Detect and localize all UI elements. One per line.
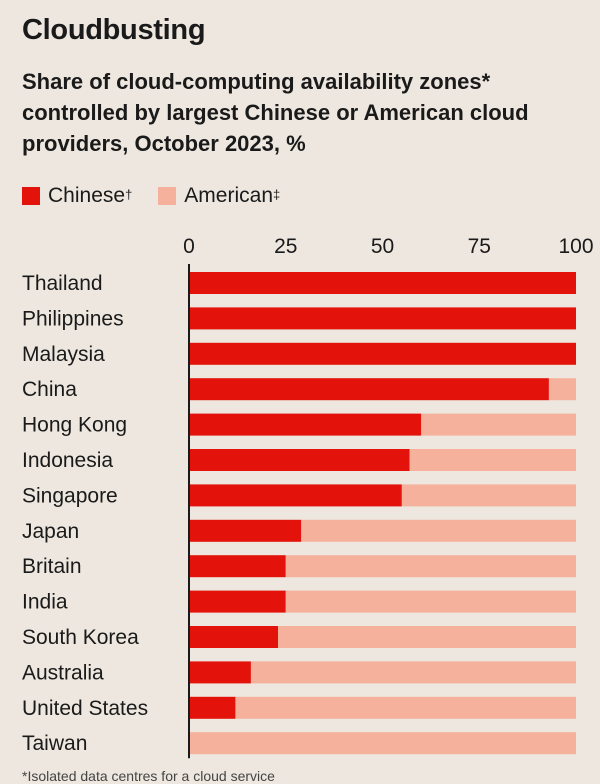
category-label-britain: Britain [22, 555, 82, 578]
bar-chinese-japan [189, 519, 302, 542]
category-label-japan: Japan [22, 520, 79, 543]
bar-chinese-australia [189, 661, 251, 684]
category-label-thailand: Thailand [22, 272, 103, 295]
legend-swatch-chinese [22, 187, 40, 205]
x-axis-ticks: 0 25 50 75 100 [183, 235, 593, 258]
chart-title: Cloudbusting [22, 14, 206, 46]
bar-american-australia [250, 661, 577, 684]
bar-chinese-singapore [189, 484, 402, 507]
bar-american-south-korea [278, 626, 576, 648]
legend-item-chinese: Chinese † [22, 184, 132, 208]
category-label-taiwan: Taiwan [22, 732, 87, 755]
category-label-philippines: Philippines [22, 307, 124, 330]
bar-chinese-china [189, 378, 549, 401]
bar-chinese-indonesia [189, 449, 410, 471]
bar-chinese-united-states [189, 696, 236, 719]
bar-american-indonesia [409, 449, 576, 471]
x-tick-label-50: 50 [371, 235, 394, 258]
x-tick-label-75: 75 [468, 235, 491, 258]
chart-subtitle: Share of cloud-computing availability zo… [22, 69, 529, 156]
bar-chinese-hong-kong [189, 413, 422, 436]
bar-chinese-malaysia [189, 342, 576, 365]
bars-layer [189, 272, 577, 755]
x-tick-label-25: 25 [274, 235, 297, 258]
bar-chinese-thailand [189, 272, 576, 294]
category-label-south-korea: South Korea [22, 626, 139, 649]
bar-chinese-india [189, 590, 286, 613]
bar-american-japan [301, 519, 576, 542]
x-tick-label-0: 0 [183, 235, 195, 258]
legend-mark-chinese: † [125, 186, 133, 202]
legend-mark-american: ‡ [273, 186, 281, 202]
bar-american-hong-kong [421, 413, 576, 436]
bar-american-britain [285, 555, 576, 578]
legend-label-chinese: Chinese [48, 184, 126, 207]
category-label-hong-kong: Hong Kong [22, 414, 127, 437]
category-label-united-states: United States [22, 697, 148, 720]
category-label-australia: Australia [22, 661, 104, 684]
legend-item-american: American ‡ [158, 184, 280, 208]
x-tick-label-100: 100 [558, 235, 593, 258]
category-label-china: China [22, 378, 77, 401]
bar-american-taiwan [189, 732, 576, 755]
bar-chinese-south-korea [189, 626, 279, 648]
bar-chinese-britain [189, 555, 286, 578]
category-label-india: India [22, 591, 68, 614]
legend-label-american: American [184, 184, 273, 207]
bar-american-china [548, 378, 576, 401]
legend: Chinese † American ‡ [22, 184, 306, 208]
bar-american-india [285, 590, 576, 613]
category-label-malaysia: Malaysia [22, 343, 105, 366]
footnote: *Isolated data centres for a cloud servi… [22, 768, 275, 784]
bar-american-singapore [401, 484, 576, 507]
category-labels: Thailand Philippines Malaysia China Hong Kon… [22, 272, 148, 755]
category-label-singapore: Singapore [22, 484, 118, 507]
category-label-indonesia: Indonesia [22, 449, 113, 472]
bar-american-united-states [235, 696, 576, 719]
bar-chinese-philippines [189, 307, 576, 330]
legend-swatch-american [158, 187, 177, 205]
